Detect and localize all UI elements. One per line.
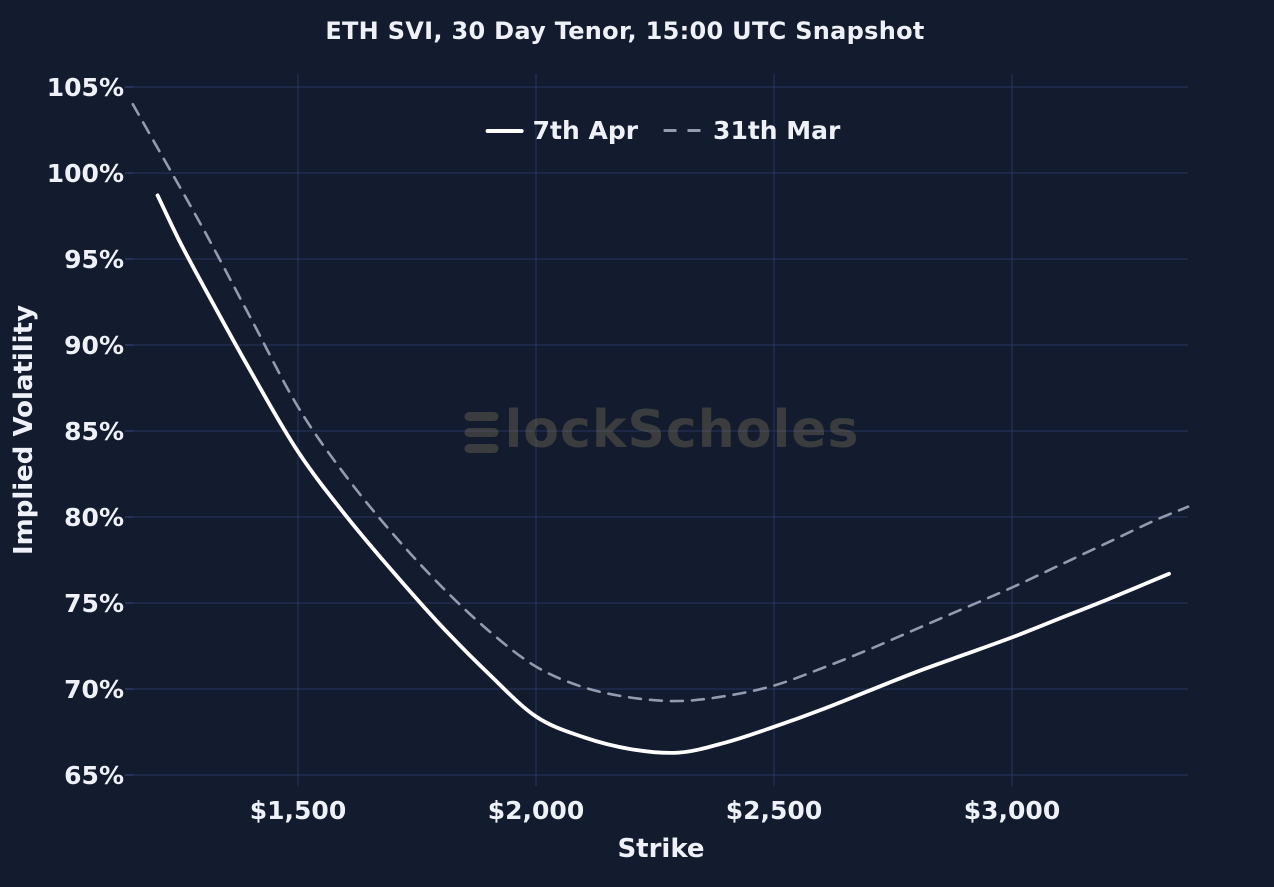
y-tick-label: 90% xyxy=(64,331,124,360)
x-tick-label: $1,500 xyxy=(250,796,346,825)
x-tick-label: $3,000 xyxy=(964,796,1060,825)
legend-label: 31th Mar xyxy=(713,116,841,145)
x-tick-label: $2,500 xyxy=(726,796,822,825)
y-tick-label: 105% xyxy=(47,73,124,102)
legend-item-7th-apr: 7th Apr xyxy=(485,116,639,145)
y-tick-label: 100% xyxy=(47,159,124,188)
legend-label: 7th Apr xyxy=(532,116,639,145)
x-tick-label: $2,000 xyxy=(488,796,584,825)
y-tick-label: 75% xyxy=(64,589,124,618)
y-tick-label: 70% xyxy=(64,675,124,704)
dashed-line-swatch xyxy=(664,129,705,132)
legend-item-31th-mar: 31th Mar xyxy=(664,116,840,145)
y-axis-label: Implied Volatility xyxy=(9,304,39,556)
series-line-31th-mar xyxy=(131,102,1190,703)
solid-line-swatch xyxy=(485,128,524,133)
series-line-7th-apr xyxy=(155,193,1171,755)
y-tick-label: 95% xyxy=(64,245,124,274)
chart-legend: 7th Apr 31th Mar xyxy=(485,116,840,145)
y-tick-label: 85% xyxy=(64,417,124,446)
y-tick-label: 80% xyxy=(64,503,124,532)
y-tick-label: 65% xyxy=(64,761,124,790)
chart-title: ETH SVI, 30 Day Tenor, 15:00 UTC Snapsho… xyxy=(325,17,925,45)
x-axis-label: Strike xyxy=(617,834,705,864)
